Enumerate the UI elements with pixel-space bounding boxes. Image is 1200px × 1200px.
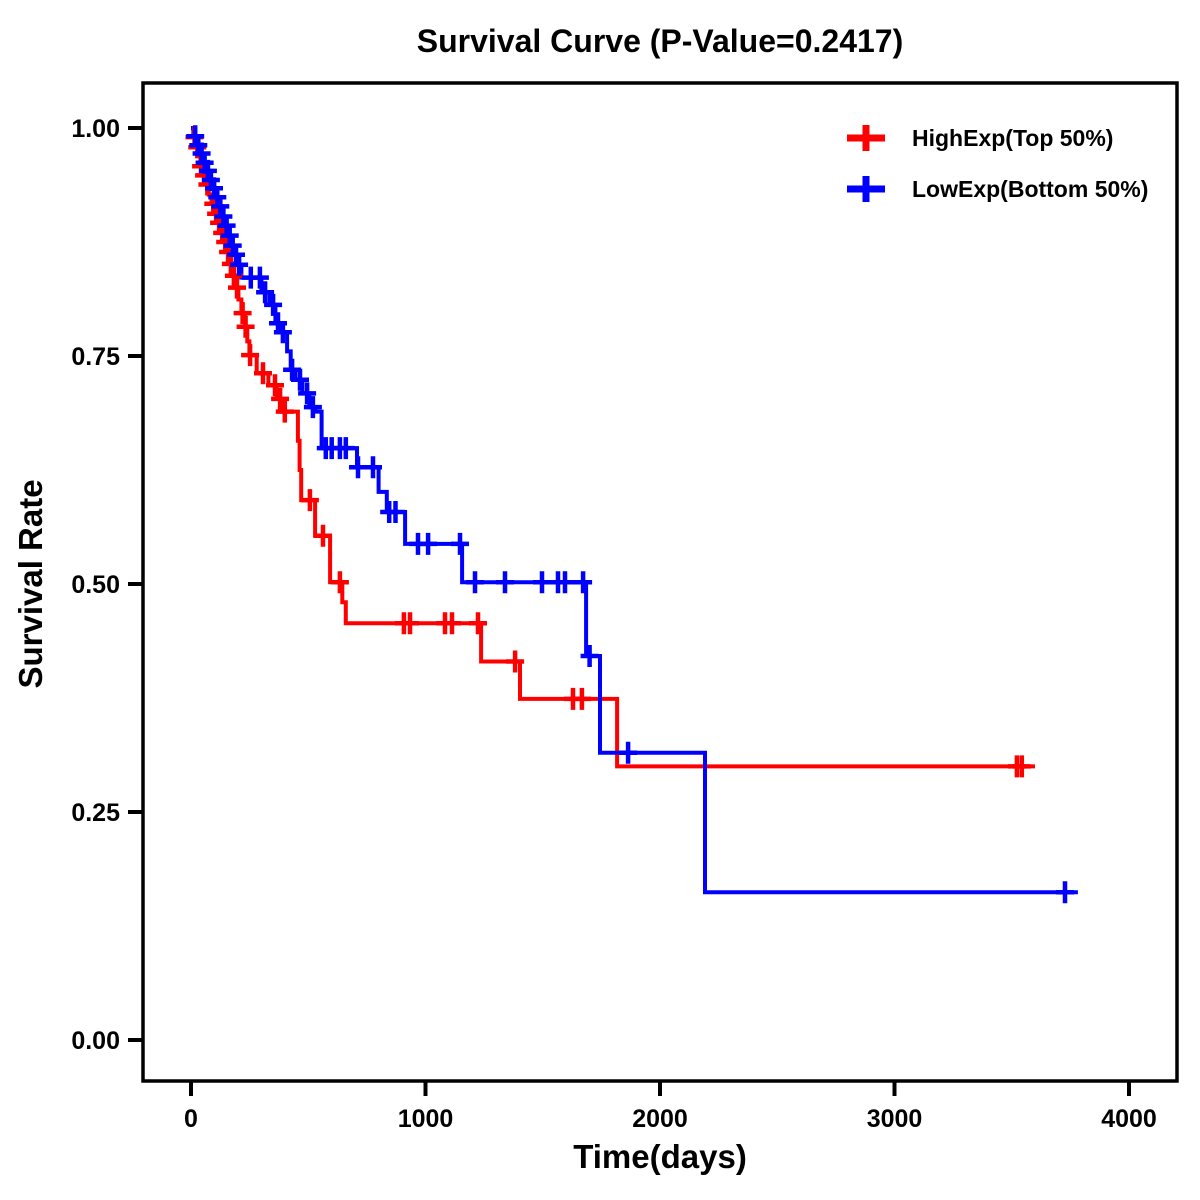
km-curve-lowexp xyxy=(191,126,1078,895)
x-axis-ticks xyxy=(189,1081,1131,1096)
legend-label-lowexp: LowExp(Bottom 50%) xyxy=(912,176,1148,202)
legend-item-lowexp: LowExp(Bottom 50%) xyxy=(847,176,1148,202)
y-tick-label-075: 0.75 xyxy=(71,343,120,371)
chart-legend: HighExp(Top 50%) LowExp(Bottom 50%) xyxy=(847,125,1148,202)
x-tick-label-0: 0 xyxy=(184,1105,198,1133)
chart-title: Survival Curve (P-Value=0.2417) xyxy=(417,23,903,59)
x-tick-label-2000: 2000 xyxy=(632,1105,688,1133)
y-tick-label-000: 0.00 xyxy=(71,1027,120,1055)
lowexp-plus-icon xyxy=(847,176,885,202)
x-tick-label-1000: 1000 xyxy=(398,1105,454,1133)
censor-marks-highexp xyxy=(185,126,1031,778)
y-axis-tick-labels: 0.00 0.25 0.50 0.75 1.00 xyxy=(71,115,120,1055)
y-tick-label-050: 0.50 xyxy=(71,571,120,599)
y-axis-label: Survival Rate xyxy=(12,479,49,688)
km-curves xyxy=(185,125,1078,904)
y-tick-label-025: 0.25 xyxy=(71,799,120,827)
censor-marks-lowexp xyxy=(186,125,1074,904)
legend-label-highexp: HighExp(Top 50%) xyxy=(912,125,1113,151)
x-axis-tick-labels: 0 1000 2000 3000 4000 xyxy=(184,1105,1157,1133)
legend-item-highexp: HighExp(Top 50%) xyxy=(847,125,1113,151)
x-tick-label-4000: 4000 xyxy=(1101,1105,1157,1133)
x-axis-label: Time(days) xyxy=(573,1138,747,1175)
highexp-plus-icon xyxy=(847,125,885,151)
x-tick-label-3000: 3000 xyxy=(867,1105,923,1133)
plot-frame xyxy=(141,81,1179,1083)
y-axis-ticks xyxy=(128,126,143,1042)
y-tick-label-100: 1.00 xyxy=(71,115,120,143)
